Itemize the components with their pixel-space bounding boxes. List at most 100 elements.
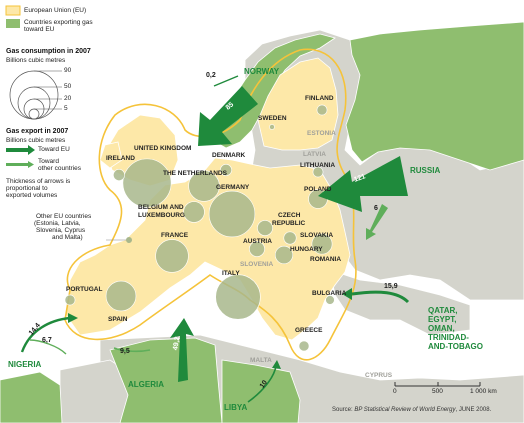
bubble-finland (316, 104, 328, 116)
label-qatar: QATAR, (428, 306, 458, 315)
label-luxembourg: LUXEMBOURG (138, 212, 185, 219)
label-czech-1: CZECH (278, 212, 301, 219)
legend-arrow-other (6, 161, 34, 168)
exporting-countries (0, 21, 524, 423)
bubble-spain (105, 280, 137, 312)
label-greece: GREECE (295, 327, 323, 334)
other-eu-1: Other EU countries (36, 213, 92, 220)
source-prefix: Source: (332, 407, 355, 413)
legend-toward-other-1: Toward (38, 158, 59, 165)
arrow-nigeria-eu-head (68, 313, 78, 323)
label-belgium: BELGIUM AND (138, 204, 184, 211)
bubble-portugal (64, 294, 76, 306)
legend-eu-label: European Union (EU) (24, 7, 87, 14)
eu-region-north (257, 57, 339, 151)
label-libya: LIBYA (224, 403, 248, 412)
scale-1000: 1 000 km (470, 388, 497, 395)
arrow-qatar-eu (351, 290, 410, 304)
consumption-bubbles (64, 104, 335, 352)
legend-thickness-1: Thickness of arrows is (6, 178, 71, 185)
nigeria-land (0, 371, 63, 423)
arrow-algeria-eu (170, 318, 194, 382)
bubble-united-kingdom (122, 158, 172, 208)
legend-circle-90: 90 (64, 67, 72, 74)
label-denmark: DENMARK (212, 152, 246, 159)
label-germany: GERMANY (216, 184, 250, 191)
label-austria: AUSTRIA (243, 238, 272, 245)
legend-arrow-eu (6, 145, 35, 155)
source-suffix: , JUNE 2008. (455, 407, 492, 413)
label-portugal: PORTUGAL (66, 286, 103, 293)
scale-bar (394, 382, 481, 387)
label-slovenia: SLOVENIA (240, 261, 274, 268)
legend-export-title: Gas export in 2007 (6, 128, 69, 135)
label-bulgaria: BULGARIA (312, 290, 347, 297)
export-arrows (20, 75, 410, 403)
other-eu-dot (126, 237, 132, 243)
scale-0: 0 (393, 388, 397, 395)
eu-countries (65, 57, 351, 341)
bubble-romania (311, 233, 333, 255)
label-malta: MALTA (250, 357, 272, 364)
bubble-bulgaria (325, 295, 335, 305)
bubble-ireland (113, 169, 125, 181)
bubble-greece (298, 340, 310, 352)
label-poland: POLAND (304, 186, 332, 193)
arrow-qatar-head (342, 288, 352, 300)
arrow-russia-other (366, 204, 388, 240)
source-title: BP Statistical Review of World Energy (354, 407, 456, 413)
arrow-nigeria-other (29, 339, 67, 355)
legend-export-unit: Billions cubic metres (6, 137, 66, 144)
eu-region-ireland (99, 141, 123, 169)
legend-thickness-2: proportional to (6, 185, 48, 192)
arrow-norway-other (213, 75, 239, 87)
label-spain: SPAIN (108, 316, 128, 323)
legend-circle-20: 20 (64, 95, 72, 102)
russia-land (345, 21, 524, 171)
source-note: Source: BP Statistical Review of World E… (332, 407, 491, 413)
legend-exporting-label-1: Countries exporting gas (24, 19, 93, 26)
legend-toward-eu: Toward EU (38, 146, 70, 153)
flow-russia-other: 6 (374, 205, 378, 212)
bubble-slovakia (283, 231, 297, 245)
bubble-france (155, 239, 189, 273)
other-eu-2: (Estonia, Latvia, (34, 220, 81, 227)
bubble-the-netherlands (188, 170, 220, 202)
other-eu-3: Slovenia, Cyprus (36, 227, 86, 234)
flow-nigeria-other: 6,7 (42, 337, 52, 344)
label-ireland: IRELAND (106, 155, 135, 162)
label-estonia: ESTONIA (307, 130, 336, 137)
algeria-land (109, 337, 223, 423)
arrow-algeria-other (113, 347, 151, 353)
label-lithuania: LITHUANIA (300, 162, 336, 169)
bubble-hungary (274, 245, 294, 265)
bubble-germany (208, 190, 256, 238)
label-italy: ITALY (222, 270, 240, 277)
label-france: FRANCE (161, 232, 189, 239)
label-norway: NORWAY (244, 67, 280, 76)
flow-norway-other: 0,2 (206, 72, 216, 79)
flow-qatar: 15,9 (384, 283, 398, 290)
bubble-belgium-luxembourg (183, 201, 205, 223)
legend-toward-other-2: other countries (38, 165, 81, 172)
label-nigeria: NIGERIA (8, 360, 42, 369)
label-finland: FINLAND (305, 95, 334, 102)
flow-algeria-other: 9,5 (120, 348, 130, 355)
arrow-libya-head (272, 360, 281, 369)
bubble-austria (249, 241, 265, 257)
label-algeria: ALGERIA (128, 380, 164, 389)
bubble-italy (215, 274, 261, 320)
bubble-czech-republic (257, 220, 273, 236)
label-latvia: LATVIA (303, 151, 326, 158)
label-sweden: SWEDEN (258, 115, 287, 122)
label-slovakia: SLOVAKIA (300, 232, 334, 239)
label-russia: RUSSIA (410, 166, 441, 175)
legend-circle-50: 50 (64, 83, 72, 90)
bubble-lithuania (312, 166, 324, 178)
legend-exporting-label-2: toward EU (24, 26, 55, 33)
label-united-kingdom: UNITED KINGDOM (134, 145, 192, 152)
bubble-sweden (269, 124, 275, 130)
legend-exporting-swatch (6, 19, 20, 28)
label-czech-2: REPUBLIC (272, 220, 306, 227)
